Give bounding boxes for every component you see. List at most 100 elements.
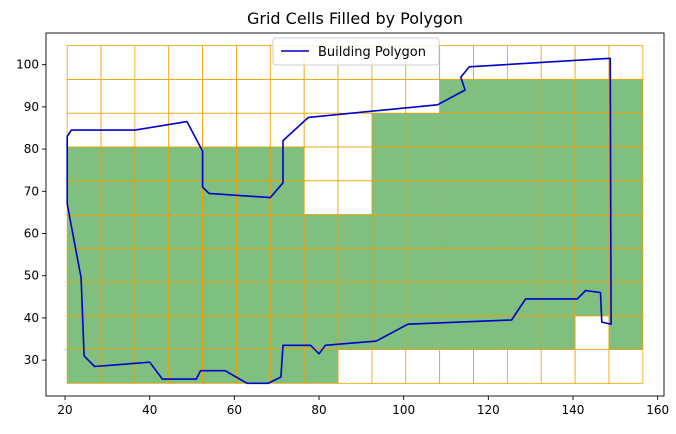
filled-cell: [473, 247, 508, 283]
filled-cell: [506, 79, 542, 114]
filled-cell: [473, 281, 508, 317]
filled-cell: [337, 247, 373, 283]
empty-cell: [337, 112, 373, 148]
y-tick-label: 30: [24, 353, 39, 367]
empty-cell: [66, 45, 102, 80]
filled-cell: [506, 180, 542, 215]
filled-cell: [405, 214, 441, 249]
filled-cell: [168, 247, 204, 283]
filled-cell: [303, 349, 339, 384]
empty-cell: [337, 79, 373, 114]
empty-cell: [303, 180, 339, 215]
empty-cell: [202, 79, 237, 114]
axes: 20 40 60 80 100 120 140 160 30 40 50 60 70 80 90 100: [16, 32, 669, 417]
y-tick-label: 80: [24, 142, 39, 156]
empty-cell: [236, 112, 271, 148]
filled-cell: [439, 146, 474, 182]
filled-cell: [337, 281, 373, 317]
y-tick-label: 50: [24, 269, 39, 283]
filled-cell: [473, 112, 508, 148]
filled-cell: [439, 247, 474, 283]
filled-cell: [540, 247, 576, 283]
empty-cell: [168, 79, 204, 114]
filled-cell: [168, 281, 204, 317]
filled-cell: [100, 214, 136, 249]
filled-cell: [540, 180, 576, 215]
filled-cell: [202, 247, 237, 283]
filled-cell: [540, 315, 576, 350]
filled-cell: [134, 214, 170, 249]
x-tick-label: 140: [562, 403, 585, 417]
empty-cell: [134, 45, 170, 80]
empty-cell: [202, 112, 237, 148]
filled-cell: [269, 349, 305, 384]
empty-cell: [303, 146, 339, 182]
filled-cell: [202, 315, 237, 350]
empty-cell: [337, 349, 373, 384]
filled-cell: [303, 247, 339, 283]
empty-cell: [574, 45, 610, 80]
x-tick-label: 60: [227, 403, 242, 417]
polygon-layer: [66, 57, 612, 385]
filled-cell: [574, 146, 610, 182]
axes-frame: [45, 32, 665, 397]
filled-cell: [608, 180, 644, 215]
y-tick-label: 70: [24, 184, 39, 198]
polygon-line: [66, 57, 612, 385]
filled-cell: [608, 315, 644, 350]
filled-cell: [100, 180, 136, 215]
y-tick-label: 60: [24, 226, 39, 240]
filled-cell: [405, 281, 441, 317]
empty-cell: [66, 79, 102, 114]
empty-cell: [337, 146, 373, 182]
filled-cell: [100, 281, 136, 317]
filled-cell: [371, 315, 407, 350]
empty-cell: [439, 45, 474, 80]
empty-cell: [236, 79, 271, 114]
y-tick-label: 40: [24, 311, 39, 325]
empty-cell: [100, 45, 136, 80]
x-tick-label: 20: [57, 403, 72, 417]
filled-cell: [405, 315, 441, 350]
filled-cell: [574, 281, 610, 317]
filled-cell: [574, 247, 610, 283]
filled-cell: [540, 146, 576, 182]
empty-cell: [303, 112, 339, 148]
empty-cell: [608, 45, 644, 80]
x-tick-label: 40: [142, 403, 157, 417]
x-tick-label: 160: [646, 403, 669, 417]
empty-cell: [134, 79, 170, 114]
filled-cell: [540, 214, 576, 249]
filled-cell: [608, 247, 644, 283]
empty-cell: [236, 45, 271, 80]
filled-cell: [168, 180, 204, 215]
filled-cell: [439, 180, 474, 215]
filled-cell: [202, 214, 237, 249]
filled-cell: [202, 349, 237, 384]
filled-cell: [66, 146, 102, 182]
filled-cell: [540, 112, 576, 148]
filled-cell: [473, 79, 508, 114]
empty-cell: [473, 45, 508, 80]
empty-cell: [371, 79, 407, 114]
empty-cell: [371, 349, 407, 384]
filled-cell: [303, 281, 339, 317]
filled-cell: [574, 112, 610, 148]
legend: Building Polygon: [272, 37, 440, 66]
empty-cell: [269, 112, 305, 148]
chart-title: Grid Cells Filled by Polygon: [247, 9, 463, 28]
filled-cell: [236, 247, 271, 283]
empty-cell: [337, 180, 373, 215]
filled-cell: [608, 112, 644, 148]
filled-cell: [405, 112, 441, 148]
filled-cell: [371, 247, 407, 283]
filled-cell: [439, 281, 474, 317]
filled-cell: [439, 112, 474, 148]
filled-cell: [506, 214, 542, 249]
filled-cell: [134, 146, 170, 182]
filled-cell: [66, 247, 102, 283]
filled-cell: [202, 146, 237, 182]
y-tick-label: 90: [24, 100, 39, 114]
filled-cell: [371, 146, 407, 182]
